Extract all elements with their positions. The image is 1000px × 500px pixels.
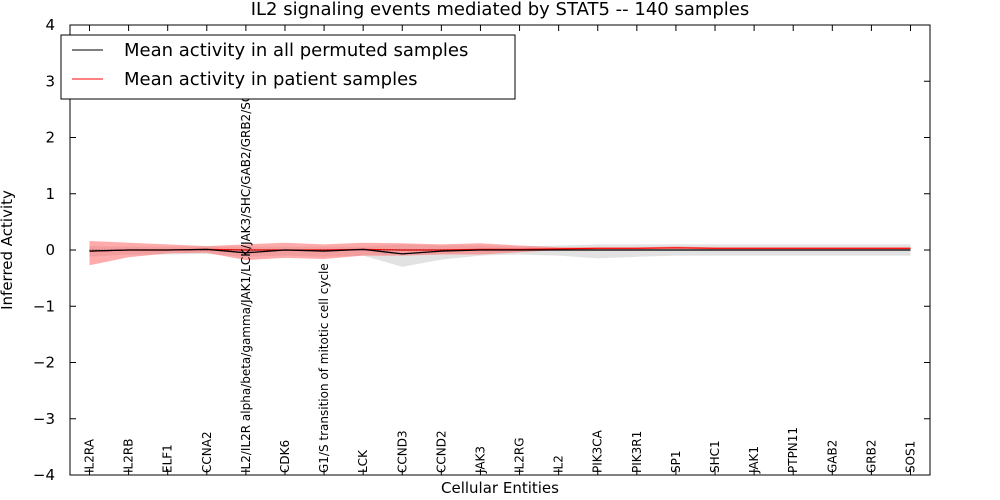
y-axis-ticks: 4 3 2 1 0 −1 −2 −3 −4 [33, 16, 930, 484]
x-category-label: PTPN11 [786, 427, 800, 473]
x-category-label: GAB2 [825, 440, 839, 473]
y-tick-label: 4 [45, 16, 55, 34]
y-tick-label: 3 [45, 72, 55, 90]
legend-box [60, 34, 516, 100]
y-tick-label: −4 [33, 466, 55, 484]
y-tick-label: 2 [45, 129, 55, 147]
y-tick-label: −2 [33, 354, 55, 372]
x-axis-ticks: IL2RA IL2RB ELF1 CCNA2 IL2/IL2R alpha/beta/g… [83, 25, 918, 475]
x-category-label: CDK6 [278, 440, 292, 473]
y-tick-label: 0 [45, 241, 55, 259]
x-category-label: SP1 [669, 451, 683, 474]
y-tick-label: −3 [33, 410, 55, 428]
x-category-label: IL2/IL2R alpha/beta/gamma/JAK1/LCK/JAK3/… [239, 77, 253, 473]
y-tick-label: 1 [45, 185, 55, 203]
x-category-label: SOS1 [904, 441, 918, 473]
y-tick-label: −1 [33, 297, 55, 315]
x-category-label: PIK3CA [591, 429, 605, 473]
y-axis-title: Inferred Activity [0, 190, 16, 310]
x-category-label: SHC1 [708, 440, 722, 473]
x-category-label: CCNA2 [200, 431, 214, 473]
band-series-1 [89, 241, 911, 266]
x-category-label: GRB2 [864, 439, 878, 473]
chart-title: IL2 signaling events mediated by STAT5 -… [251, 0, 750, 20]
x-category-label: IL2 [552, 455, 566, 473]
x-category-label: PIK3R1 [630, 431, 644, 473]
x-axis-title: Cellular Entities [441, 479, 559, 497]
x-category-label: IL2RB [122, 439, 136, 473]
legend-label-permuted: Mean activity in all permuted samples [124, 40, 468, 61]
x-category-label: JAK1 [747, 446, 761, 474]
x-category-label: CCND2 [434, 430, 448, 473]
legend: Mean activity in all permuted samples Me… [60, 34, 516, 100]
x-category-label: IL2RG [513, 438, 527, 474]
x-category-label: CCND3 [395, 430, 409, 473]
x-category-label: IL2RA [83, 438, 97, 473]
x-category-label: G1/S transition of mitotic cell cycle [317, 263, 331, 473]
x-category-label: ELF1 [161, 444, 175, 473]
x-category-label: LCK [356, 449, 370, 473]
x-category-label: JAK3 [474, 446, 488, 474]
legend-label-patient: Mean activity in patient samples [124, 69, 418, 90]
